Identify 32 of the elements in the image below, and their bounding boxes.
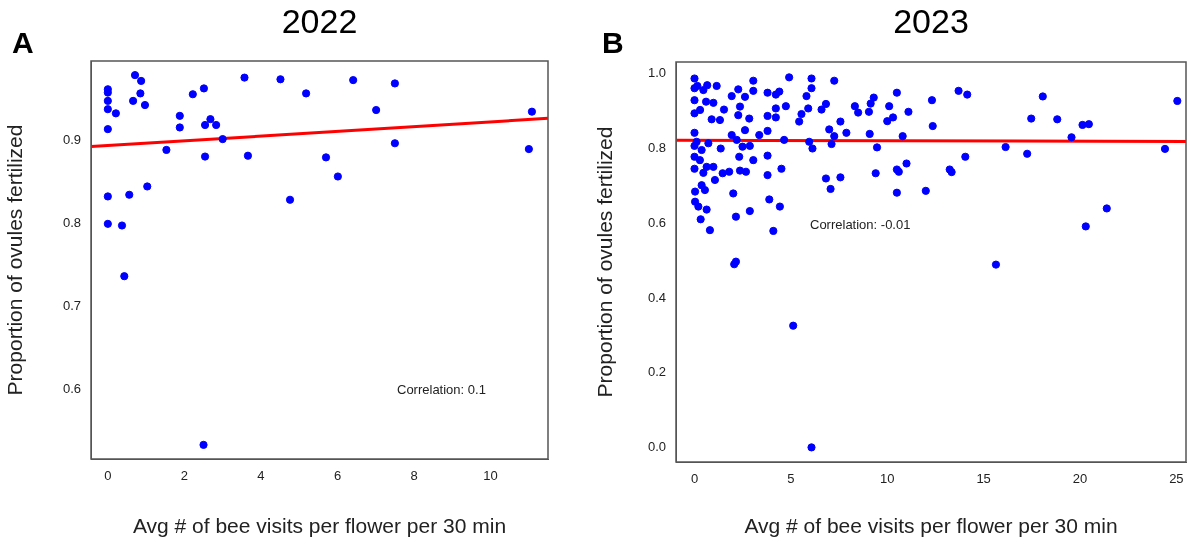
x-tick-label: 4: [257, 468, 265, 484]
y-tick-label: 0.6: [62, 380, 81, 396]
x-tick-label: 10: [880, 471, 895, 487]
text: A: [12, 26, 34, 60]
x-tick-label: 6: [333, 468, 342, 484]
y-axis-title: Proportion of ovules fertilized: [593, 126, 617, 398]
chart-title: 2023: [893, 2, 969, 41]
y-axis-title: Proportion of ovules fertilized: [3, 124, 27, 396]
x-tick-label: 10: [483, 468, 498, 484]
y-tick-label: 0.2: [647, 364, 666, 380]
x-tick-label: 2: [180, 468, 189, 484]
x-tick-label: 8: [410, 468, 418, 484]
annotation: Correlation: 0.1: [397, 381, 486, 397]
chart-title: 2022: [281, 2, 358, 41]
x-tick-label: 0: [690, 471, 699, 487]
x-axis-title: Avg # of bee visits per flower per 30 min: [132, 514, 507, 538]
x-tick-label: 5: [787, 471, 795, 487]
y-tick-label: 0.8: [647, 139, 666, 155]
x-tick-label: 0: [104, 468, 112, 484]
x-tick-label: 25: [1169, 471, 1184, 487]
x-tick-label: 20: [1072, 471, 1088, 487]
y-tick-label: 0.7: [62, 297, 81, 313]
annotation: Correlation: -0.01: [810, 216, 911, 232]
y-tick-label: 0.9: [62, 131, 81, 147]
x-tick-label: 15: [976, 471, 991, 487]
y-tick-label: 0.0: [647, 439, 666, 455]
text: B: [602, 26, 624, 60]
y-tick-label: 1.0: [647, 64, 666, 80]
y-tick-label: 0.8: [62, 214, 81, 230]
y-tick-label: 0.4: [647, 289, 666, 305]
y-tick-label: 0.6: [647, 214, 666, 230]
x-axis-title: Avg # of bee visits per flower per 30 min: [744, 514, 1118, 538]
